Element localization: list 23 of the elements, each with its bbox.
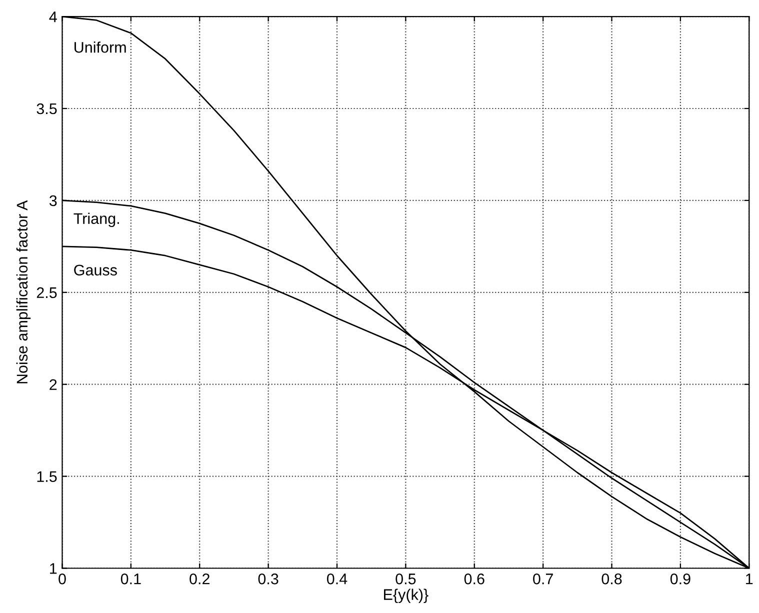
x-tick-label: 0.5	[396, 574, 416, 584]
x-tick-label: 0.4	[326, 574, 348, 584]
y-tick-label: 3.5	[36, 103, 57, 114]
y-tick-label: 2.5	[36, 287, 57, 298]
x-tick-label: 0.8	[602, 574, 622, 584]
x-tick-label: 0.3	[258, 574, 278, 584]
y-tick-label: 4	[49, 12, 57, 22]
x-tick-label: 0.7	[533, 574, 553, 584]
y-tick-label: 2	[50, 379, 57, 390]
y-axis-title: Noise amplification factor A	[16, 200, 31, 384]
x-tick-label: 0.2	[190, 574, 210, 584]
y-tick-label: 1.5	[37, 471, 57, 482]
x-tick-label: 1	[746, 574, 753, 584]
annotation: Triang.	[74, 212, 119, 228]
x-tick-label: 0	[58, 574, 66, 584]
x-axis-title: E{y(k)}	[384, 588, 428, 603]
y-tick-label: 3	[49, 195, 57, 206]
x-tick-label: 0.6	[464, 574, 484, 584]
x-tick-label: 0.9	[670, 574, 690, 584]
annotation: Gauss	[74, 264, 117, 276]
x-tick-label: 0.1	[120, 574, 141, 584]
y-tick-label: 1	[50, 563, 57, 574]
annotation: Uniform	[74, 42, 126, 53]
